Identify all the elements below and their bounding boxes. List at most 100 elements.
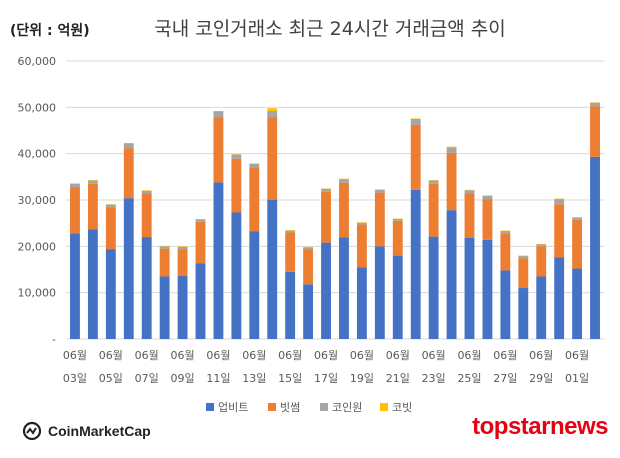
bar-segment-upbit	[446, 210, 457, 339]
x-tick-label-day: 05일	[99, 371, 123, 385]
x-tick-label-day: 15일	[278, 371, 302, 385]
bar-segment-coinone	[482, 195, 493, 200]
bar-segment-bithumb	[572, 219, 583, 269]
bar-segment-bithumb	[464, 193, 475, 238]
bar-segment-bithumb	[141, 193, 152, 238]
bar-segment-bithumb	[339, 182, 349, 238]
bar-segment-coinone	[518, 256, 529, 259]
bar-segment-bithumb	[303, 249, 314, 285]
bar-segment-upbit	[374, 246, 385, 339]
x-tick-label-month: 06월	[457, 349, 481, 362]
bar-segment-coinone	[356, 222, 367, 225]
x-tick-label-day: 25일	[457, 371, 481, 385]
y-tick-label: -	[52, 333, 56, 346]
bar-segment-coinone	[141, 190, 152, 194]
bar-segment-upbit	[536, 276, 547, 339]
x-tick-label-day: 23일	[422, 371, 446, 385]
bar-segment-coinone	[159, 246, 170, 249]
y-tick-label: 50,000	[18, 101, 57, 114]
bar-segment-upbit	[518, 288, 529, 339]
bar-segment-upbit	[231, 212, 242, 339]
x-tick-label-day: 19일	[350, 371, 374, 385]
bar-segment-upbit	[105, 249, 116, 339]
bar-segment-upbit	[500, 270, 511, 339]
bar-segment-upbit	[249, 231, 260, 339]
x-tick-label-month: 06월	[314, 349, 338, 362]
bar-segment-bithumb	[285, 232, 296, 272]
bar-segment-coinone	[428, 180, 439, 184]
bar-segment-upbit	[554, 257, 565, 339]
bar-segment-upbit	[213, 182, 224, 339]
bar-segment-bithumb	[392, 220, 403, 256]
bar-segment-bithumb	[410, 124, 421, 190]
bar-segment-bithumb	[231, 158, 242, 213]
bar-segment-coinone	[267, 111, 278, 118]
bar-segment-upbit	[303, 284, 314, 339]
bar-segment-bithumb	[105, 207, 116, 250]
bar-segment-upbit	[285, 271, 296, 339]
x-tick-label-day: 11일	[206, 371, 230, 385]
bar-segment-coinone	[303, 247, 314, 250]
bar-segment-coinone	[213, 111, 224, 118]
bar-segment-upbit	[392, 255, 403, 339]
bar-segment-coinone	[177, 246, 188, 250]
x-tick-label-month: 06월	[206, 349, 230, 362]
bar-segment-bithumb	[374, 192, 385, 247]
bar-segment-upbit	[141, 237, 152, 339]
bar-segment-bithumb	[267, 117, 278, 200]
bar-segment-bithumb	[536, 246, 547, 277]
bar-segment-coinone	[500, 231, 511, 234]
bar-segment-upbit	[159, 276, 170, 339]
bar-segment-upbit	[410, 189, 421, 339]
bar-segment-coinone	[285, 230, 296, 233]
legend-swatch	[380, 403, 388, 411]
bar-segment-bithumb	[500, 233, 511, 271]
bar-segment-korbit	[267, 108, 278, 112]
bar-segment-upbit	[339, 237, 349, 339]
x-tick-label-month: 06월	[63, 349, 87, 362]
legend-swatch	[320, 403, 328, 411]
bar-segment-coinone	[321, 188, 331, 192]
bar-segment-bithumb	[177, 249, 188, 276]
bar-segment-upbit	[464, 237, 475, 339]
bar-segment-upbit	[356, 267, 367, 339]
x-tick-label-day: 13일	[242, 371, 266, 385]
x-tick-label-day: 17일	[314, 371, 338, 385]
y-tick-label: 30,000	[18, 194, 57, 207]
legend-label: 코빗	[392, 401, 412, 414]
bar-segment-coinone	[374, 189, 385, 193]
bar-segment-bithumb	[446, 152, 457, 211]
y-tick-label: 40,000	[18, 148, 57, 161]
bar-segment-bithumb	[123, 148, 134, 199]
bar-segment-coinone	[249, 163, 260, 168]
bar-segment-upbit	[482, 239, 493, 339]
bar-segment-coinone	[339, 179, 349, 183]
bar-segment-bithumb	[321, 191, 331, 243]
bar-segment-upbit	[321, 242, 331, 339]
bar-segment-bithumb	[159, 248, 170, 277]
x-tick-label-month: 06월	[135, 349, 159, 362]
coinmarketcap-icon	[22, 421, 42, 441]
bar-segment-bithumb	[428, 183, 439, 237]
legend-label: 빗썸	[280, 401, 300, 414]
x-tick-label-month: 06월	[565, 349, 589, 362]
bar-segment-upbit	[123, 198, 134, 339]
bar-segment-coinone	[123, 143, 134, 149]
bar-segment-bithumb	[213, 117, 224, 183]
legend-label: 코인원	[332, 401, 362, 414]
legend-swatch	[206, 403, 214, 411]
x-tick-label-day: 03일	[63, 371, 87, 385]
bar-segment-bithumb	[249, 167, 260, 232]
legend-label: 업비트	[218, 401, 248, 414]
x-tick-label-day: 29일	[529, 371, 553, 385]
x-tick-label-day: 07일	[135, 371, 159, 385]
topstarnews-logo: topstarnews	[472, 413, 608, 440]
x-tick-label-day: 27일	[493, 371, 517, 385]
bar-segment-coinone	[195, 219, 206, 222]
bar-segment-upbit	[428, 236, 439, 339]
bar-segment-coinone	[446, 147, 457, 153]
x-tick-label-month: 06월	[278, 349, 302, 362]
bar-segment-upbit	[70, 233, 80, 339]
coinmarketcap-text: CoinMarketCap	[48, 423, 151, 439]
